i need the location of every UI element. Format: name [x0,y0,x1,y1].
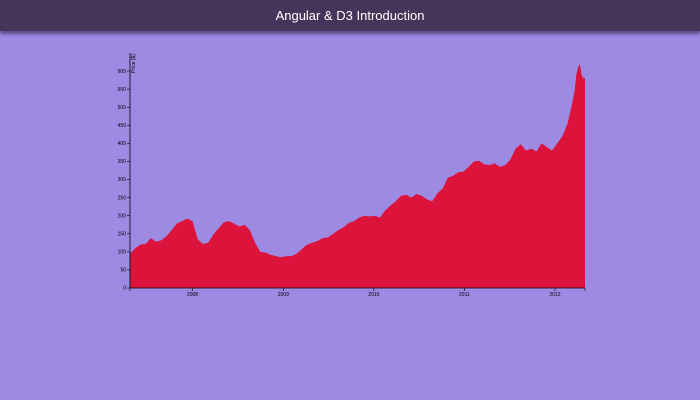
x-tick-label: 2011 [459,292,470,298]
y-tick-label: 300 [118,177,127,183]
x-tick-label: 2009 [278,292,289,298]
page-title: Angular & D3 Introduction [275,8,425,23]
y-tick-label: 250 [118,195,127,201]
y-tick-label: 500 [118,105,127,111]
x-tick-label: 2010 [368,292,379,298]
y-tick-label: 350 [118,159,127,165]
y-tick-label: 400 [118,141,127,147]
y-tick-label: 150 [118,231,127,237]
x-tick-label: 2012 [549,292,560,298]
y-axis-title: Price ($) [131,54,137,73]
x-tick-label: 2008 [187,292,198,298]
plot-area [130,63,585,288]
y-tick-label: 600 [118,69,127,75]
area-series [130,63,585,288]
y-tick-label: 450 [118,123,127,129]
x-axis: 2008 2009 2010 2011 2012 [129,287,586,298]
y-tick-label: 50 [120,268,126,274]
y-axis: 0 50 100 150 200 250 300 350 400 450 500 550 600 [118,53,131,292]
y-tick-label: 100 [118,250,127,256]
y-tick-label: 550 [118,87,127,93]
y-tick-label: 0 [123,286,126,292]
y-tick-label: 200 [118,213,127,219]
app-header: Angular & D3 Introduction [0,0,700,31]
